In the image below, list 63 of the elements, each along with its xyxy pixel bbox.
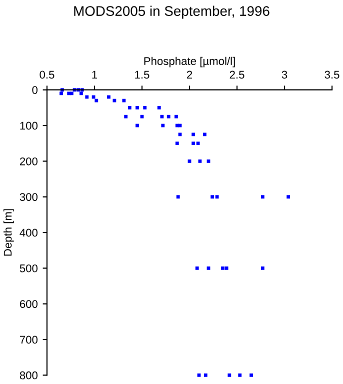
y-tick-label: 100 bbox=[20, 122, 38, 130]
chart-title: MODS2005 in September, 1996 bbox=[74, 6, 270, 19]
point bbox=[85, 95, 89, 99]
point bbox=[161, 124, 165, 128]
point bbox=[197, 373, 201, 377]
y-tick-label: 600 bbox=[20, 300, 38, 308]
point bbox=[79, 92, 83, 96]
x-tick-label: 1.5 bbox=[135, 70, 150, 79]
point bbox=[188, 159, 192, 163]
y-tick-label: 500 bbox=[20, 264, 38, 272]
point bbox=[198, 159, 202, 163]
point bbox=[70, 92, 74, 96]
x-tick-label: 3.5 bbox=[324, 70, 340, 79]
x-tick-label: 2.5 bbox=[230, 70, 244, 79]
y-tick-label: 400 bbox=[20, 228, 38, 237]
point bbox=[107, 95, 110, 99]
point bbox=[136, 124, 139, 128]
point bbox=[195, 266, 199, 270]
point bbox=[215, 195, 219, 199]
point bbox=[112, 98, 116, 102]
point bbox=[60, 92, 63, 96]
y-tick-label: 800 bbox=[20, 371, 38, 380]
point bbox=[175, 142, 179, 146]
point bbox=[174, 114, 178, 118]
x-tick-label: 2 bbox=[186, 70, 192, 79]
point bbox=[160, 114, 164, 118]
point bbox=[136, 106, 139, 110]
point bbox=[238, 373, 242, 377]
y-tick-label: 200 bbox=[20, 157, 38, 166]
y-tick-label: 0 bbox=[32, 86, 38, 94]
point bbox=[228, 373, 232, 377]
point bbox=[196, 142, 200, 146]
point bbox=[260, 195, 264, 199]
point bbox=[178, 132, 182, 136]
point bbox=[192, 142, 196, 146]
point bbox=[94, 98, 98, 102]
y-tick-label: 700 bbox=[20, 336, 38, 344]
point bbox=[206, 266, 210, 270]
point bbox=[122, 98, 126, 102]
point bbox=[140, 114, 144, 118]
point bbox=[221, 266, 224, 270]
y-tick-label: 300 bbox=[20, 193, 38, 201]
point bbox=[176, 195, 180, 199]
x-axis-title: Phosphate [µmol/l] bbox=[144, 56, 235, 68]
point bbox=[206, 159, 210, 163]
point bbox=[286, 195, 290, 199]
point bbox=[260, 266, 264, 270]
point bbox=[67, 92, 71, 96]
point bbox=[210, 195, 214, 199]
point bbox=[250, 373, 253, 377]
point bbox=[203, 132, 206, 136]
point bbox=[143, 106, 147, 110]
point bbox=[166, 114, 170, 118]
point bbox=[157, 106, 161, 110]
point bbox=[224, 266, 228, 270]
point bbox=[124, 114, 128, 118]
point bbox=[204, 373, 208, 377]
point bbox=[128, 106, 132, 110]
x-tick-label: 0.5 bbox=[40, 70, 54, 79]
x-tick-label: 3 bbox=[282, 70, 288, 79]
y-axis-title: Depth [m] bbox=[4, 209, 14, 256]
x-tick-label: 1 bbox=[92, 70, 98, 79]
point bbox=[192, 132, 196, 136]
